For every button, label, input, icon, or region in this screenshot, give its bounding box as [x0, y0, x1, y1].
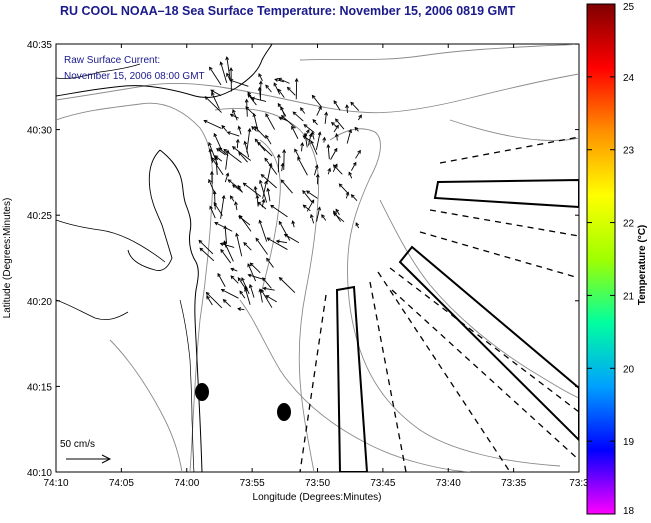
colorbar-tick-label: 21 [623, 291, 635, 302]
current-label: Raw Surface Current: [64, 55, 160, 66]
x-tick-label: 73:55 [240, 478, 265, 489]
y-tick-label: 40:35 [27, 40, 52, 51]
colorbar-tick-label: 23 [623, 146, 635, 157]
y-tick-label: 40:10 [27, 468, 52, 479]
x-tick-label: 73:45 [370, 478, 395, 489]
colorbar-tick-label: 25 [623, 2, 635, 13]
radar-site-marker [277, 403, 291, 421]
colorbar-tick-label: 18 [623, 506, 635, 517]
radar-site-marker [195, 383, 209, 401]
x-tick-label: 73:35 [501, 478, 526, 489]
x-tick-label: 73:3 [569, 478, 589, 489]
x-tick-label: 73:50 [305, 478, 330, 489]
y-tick-label: 40:15 [27, 382, 52, 393]
x-tick-label: 74:00 [174, 478, 199, 489]
y-tick-label: 40:30 [27, 126, 52, 137]
y-tick-label: 40:20 [27, 297, 52, 308]
colorbar-tick-label: 19 [623, 437, 635, 448]
temperature-colorbar [587, 4, 615, 514]
x-tick-label: 74:10 [43, 478, 68, 489]
current-time: November 15, 2006 08:00 GMT [64, 71, 205, 82]
y-tick-label: 40:25 [27, 211, 52, 222]
colorbar-label: Temperature (°C) [637, 225, 648, 306]
colorbar-tick-label: 24 [623, 73, 635, 84]
figure-title: RU COOL NOAA–18 Sea Surface Temperature:… [60, 4, 515, 18]
colorbar-tick-label: 22 [623, 219, 635, 230]
colorbar-tick-label: 20 [623, 364, 635, 375]
x-tick-label: 73:40 [436, 478, 461, 489]
x-tick-label: 74:05 [109, 478, 134, 489]
y-axis-label: Latitude (Degrees:Minutes) [2, 198, 13, 319]
scale-label: 50 cm/s [60, 439, 95, 450]
plot-frame [56, 44, 579, 472]
x-axis-label: Longitude (Degrees:Minutes) [253, 492, 382, 503]
